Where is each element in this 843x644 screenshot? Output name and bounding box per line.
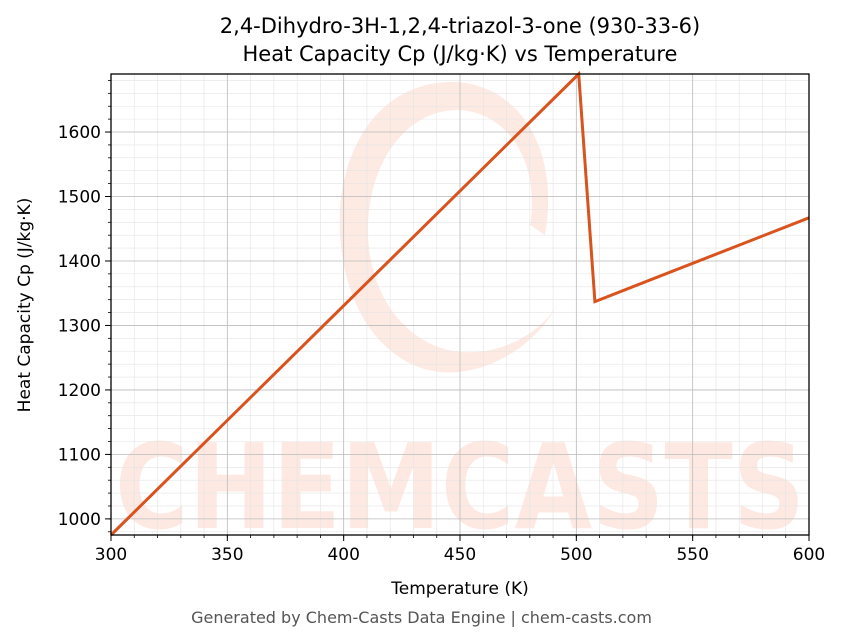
x-tick-label: 400 [327,545,359,565]
y-tick-label: 1600 [58,123,101,143]
series-layer [109,70,810,537]
x-tick-label: 450 [444,545,476,565]
chart-title: 2,4-Dihydro-3H-1,2,4-triazol-3-one (930-… [220,14,700,38]
x-tick-label: 550 [676,545,708,565]
y-tick-label: 1100 [58,445,101,465]
x-axis: 300 350 400 450 500 550 600 [95,535,825,565]
chart-subtitle: Heat Capacity Cp (J/kg·K) vs Temperature [243,42,678,66]
y-tick-label: 1300 [58,316,101,336]
y-axis-label: Heat Capacity Cp (J/kg·K) [15,198,35,413]
y-tick-label: 1000 [58,510,101,530]
heat-capacity-series-line [109,70,810,537]
x-tick-label: 600 [793,545,825,565]
y-tick-label: 1400 [58,252,101,272]
y-axis: 1000 1100 1200 1300 1400 1500 1600 [58,80,111,533]
x-tick-label: 350 [211,545,243,565]
y-tick-label: 1200 [58,381,101,401]
y-tick-label: 1500 [58,188,101,208]
footer-credit: Generated by Chem-Casts Data Engine | ch… [191,608,652,627]
x-tick-label: 500 [560,545,592,565]
x-tick-label: 300 [95,545,127,565]
x-axis-label: Temperature (K) [390,579,529,599]
